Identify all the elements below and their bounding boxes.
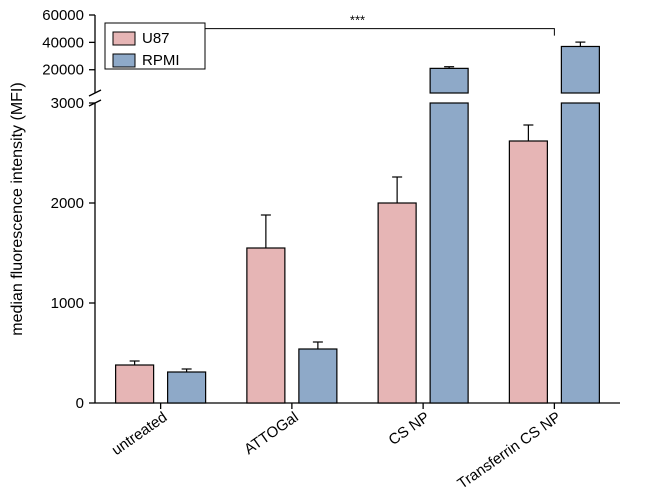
y-tick-label: 60000 (42, 7, 84, 24)
category-label: CS NP (386, 409, 433, 449)
legend-label: U87 (142, 30, 170, 47)
bar (168, 372, 206, 403)
y-tick-label: 20000 (42, 62, 84, 79)
chart-container: 0 1000 2000 3000 20000 40000 60000 median fluor… (0, 0, 645, 504)
y-tick-label: 1000 (51, 295, 84, 312)
bar (430, 103, 468, 403)
y-tick-label: 2000 (51, 195, 84, 212)
y-axis-title: median fluorescence intensity (MFI) (9, 82, 26, 335)
bar (561, 46, 599, 93)
bar (430, 68, 468, 93)
category-label: Transferrin CS NP (454, 409, 564, 493)
bar (116, 365, 154, 403)
bar (299, 349, 337, 403)
category-label: ATTOGal (241, 409, 302, 458)
significance-label: *** (350, 13, 365, 28)
y-tick-label: 0 (76, 395, 84, 412)
y-tick-label: 40000 (42, 34, 84, 51)
bar (378, 203, 416, 403)
legend-swatch (113, 32, 135, 45)
bar (509, 141, 547, 403)
legend-label: RPMI (142, 52, 180, 69)
y-tick-label: 3000 (51, 95, 84, 112)
bar (247, 248, 285, 403)
bar (561, 103, 599, 403)
category-label: untreated (109, 409, 171, 459)
legend-swatch (113, 54, 135, 67)
bar-chart-svg: 0 1000 2000 3000 20000 40000 60000 median fluor… (0, 0, 645, 504)
